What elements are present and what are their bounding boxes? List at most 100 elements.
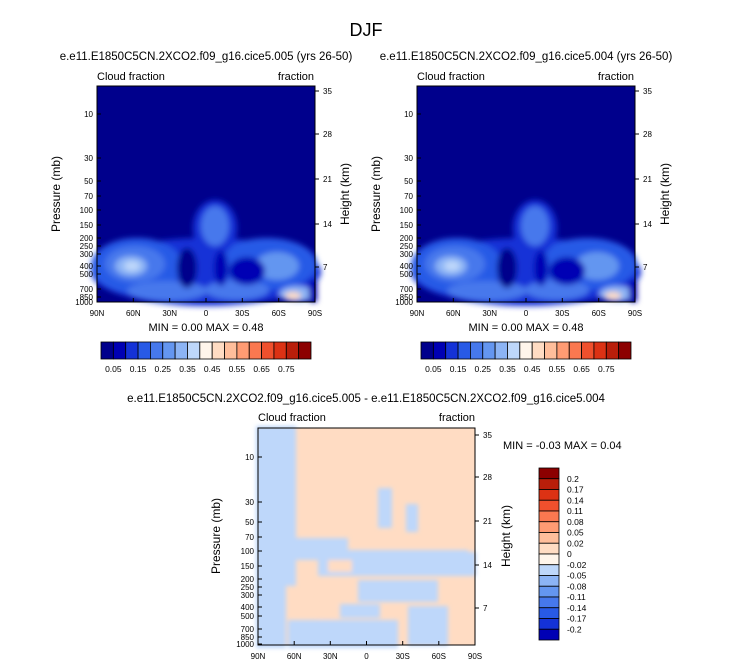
x-tick-label: 30N (162, 309, 177, 318)
diff-patch (288, 620, 398, 648)
colorbar-label: -0.11 (567, 592, 586, 602)
y-tick-label: 30 (404, 154, 413, 163)
colorbar-swatch (538, 542, 560, 555)
y-tick-label: 150 (241, 562, 255, 571)
heat-blob (521, 206, 549, 246)
colorbar-label: 0.15 (450, 364, 467, 374)
colorbar-label: 0.45 (204, 364, 221, 374)
panel-2-stats: MIN = 0.00 MAX = 0.48 (469, 322, 584, 334)
panel-3-left-label: Cloud fraction (258, 412, 326, 424)
panel-1-left-label: Cloud fraction (97, 71, 165, 83)
colorbar-swatch (420, 341, 434, 360)
colorbar-swatch (519, 341, 533, 360)
y-tick-label: 850 (80, 293, 94, 302)
y-right-tick-label: 28 (323, 130, 332, 139)
y-tick-label: 850 (400, 293, 414, 302)
colorbar-label: 0.75 (278, 364, 295, 374)
panel-1-right-label: fraction (278, 71, 314, 83)
colorbar-swatch (236, 341, 250, 360)
panel-1: e.e11.E1850C5CN.2XCO2.f09_g16.cice5.005 … (49, 51, 352, 374)
colorbar-swatch (581, 341, 595, 360)
y-tick-label: 30 (245, 498, 254, 507)
colorbar-label: 0.45 (524, 364, 541, 374)
x-tick-label: 90N (251, 652, 266, 661)
diff-patch (328, 560, 352, 572)
x-tick-label: 0 (524, 309, 529, 318)
colorbar-swatch (211, 341, 225, 360)
heat-blob (285, 292, 301, 300)
panel-2-title: e.e11.E1850C5CN.2XCO2.f09_g16.cice5.004 … (380, 51, 673, 63)
colorbar-swatch (285, 341, 300, 360)
x-tick-label: 60N (446, 309, 461, 318)
y-tick-label: 10 (245, 453, 254, 462)
panel-1-ylabel-right: Height (km) (338, 163, 352, 225)
x-tick-label: 90N (410, 309, 425, 318)
heat-blob (214, 250, 228, 286)
x-tick-label: 90S (628, 309, 642, 318)
y-tick-label: 100 (80, 206, 94, 215)
colorbar-swatch (507, 341, 521, 360)
colorbar-swatch (100, 341, 114, 360)
diff-patch (318, 598, 336, 618)
diff-patch (408, 606, 448, 646)
y-tick-label: 50 (404, 177, 413, 186)
y-tick-label: 70 (404, 192, 413, 201)
y-tick-label: 10 (404, 110, 413, 119)
y-tick-label: 10 (84, 110, 93, 119)
heat-blob (124, 261, 140, 271)
colorbar-swatch (432, 341, 447, 360)
y-tick-label: 200 (241, 575, 255, 584)
y-tick-label: 150 (400, 221, 414, 230)
colorbar-label: 0.75 (598, 364, 615, 374)
diff-patch (454, 552, 476, 576)
diff-patch (358, 580, 438, 602)
panel-3-heatmap-field (256, 426, 476, 648)
x-tick-label: 60N (126, 309, 141, 318)
x-tick-label: 30N (482, 309, 497, 318)
y-right-tick-label: 21 (483, 517, 492, 526)
colorbar-label: 0 (567, 549, 572, 559)
y-tick-label: 250 (80, 242, 94, 251)
colorbar-label: 0.17 (567, 485, 584, 495)
colorbar-swatch (538, 510, 560, 523)
panel-2-heatmap-field (411, 86, 641, 306)
colorbar-swatch (224, 341, 238, 360)
y-right-tick-label: 21 (323, 175, 332, 184)
y-tick-label: 70 (245, 533, 254, 542)
heat-blob (127, 281, 207, 301)
colorbar-swatch (538, 607, 560, 619)
panel-1-ylabel: Pressure (mb) (49, 156, 63, 232)
colorbar-label: 0.2 (567, 474, 579, 484)
panel-1-title: e.e11.E1850C5CN.2XCO2.f09_g16.cice5.005 … (60, 51, 353, 63)
x-tick-label: 60S (272, 309, 286, 318)
colorbar-label: 0.15 (130, 364, 147, 374)
y-right-tick-label: 35 (483, 431, 492, 440)
colorbar-swatch (494, 341, 508, 360)
colorbar-swatch (538, 628, 560, 641)
diff-patch (256, 578, 286, 648)
colorbar-swatch (150, 341, 164, 360)
colorbar-label: -0.02 (567, 560, 587, 570)
colorbar-swatch (556, 341, 570, 360)
panel-3-stats: MIN = -0.03 MAX = 0.04 (503, 440, 622, 452)
x-tick-label: 0 (364, 652, 369, 661)
y-tick-label: 500 (80, 270, 94, 279)
colorbar-label: 0.05 (567, 528, 584, 538)
colorbar-swatch (174, 341, 188, 360)
colorbar-swatch (538, 478, 560, 490)
y-tick-label: 500 (400, 270, 414, 279)
heat-blob (549, 257, 585, 285)
diff-patch (378, 488, 392, 528)
y-tick-label: 50 (245, 518, 254, 527)
y-tick-label: 300 (80, 250, 94, 259)
y-right-tick-label: 14 (483, 561, 492, 570)
panel-1-heatmap-field (91, 86, 321, 306)
y-right-tick-label: 14 (643, 220, 652, 229)
colorbar-label: 0.05 (105, 364, 122, 374)
y-tick-label: 200 (80, 234, 94, 243)
y-tick-label: 500 (241, 612, 255, 621)
colorbar-swatch (137, 341, 151, 360)
x-tick-label: 0 (204, 309, 209, 318)
y-tick-label: 100 (241, 547, 255, 556)
colorbar-label: 0.11 (567, 506, 583, 516)
